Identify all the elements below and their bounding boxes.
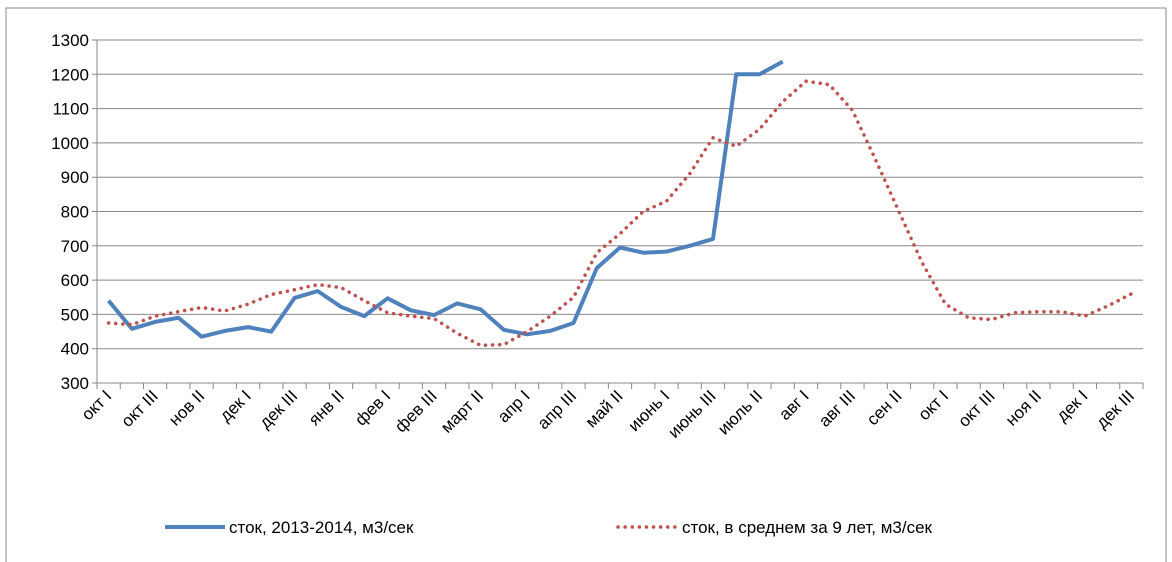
x-tick-label: май II xyxy=(582,386,627,431)
x-tick-label: янв II xyxy=(305,386,348,429)
y-tick-label: 500 xyxy=(61,305,89,324)
x-tick-label: авг I xyxy=(775,386,813,424)
x-tick-label: дек I xyxy=(216,386,255,425)
x-tick-label: фев I xyxy=(351,386,394,429)
x-tick-label: окт I xyxy=(915,386,953,424)
x-tick-label: июль II xyxy=(714,386,766,438)
legend-label: сток, 2013-2014, м3/сек xyxy=(229,518,414,537)
x-tick-label: апр I xyxy=(494,386,534,426)
x-tick-label: ноя II xyxy=(1002,386,1045,429)
y-tick-label: 1300 xyxy=(51,31,89,50)
x-tick-label: июнь III xyxy=(664,386,719,441)
y-tick-label: 600 xyxy=(61,271,89,290)
y-tick-label: 1100 xyxy=(52,100,89,119)
series-line xyxy=(106,79,1134,348)
x-tick-label: нов II xyxy=(165,386,208,429)
x-tick-label: дек III xyxy=(256,386,302,432)
x-tick-label: сен II xyxy=(863,386,906,429)
y-tick-label: 900 xyxy=(61,168,89,187)
x-tick-label: дек III xyxy=(1092,386,1138,432)
y-tick-label: 1000 xyxy=(51,134,89,153)
y-tick-label: 1200 xyxy=(51,65,89,84)
y-tick-label: 700 xyxy=(61,237,89,256)
x-tick-label: март II xyxy=(437,386,487,436)
x-tick-label: апр III xyxy=(534,386,581,433)
y-tick-label: 300 xyxy=(61,374,89,393)
series-line xyxy=(107,59,784,339)
x-tick-label: окт III xyxy=(954,386,998,430)
chart-frame xyxy=(5,7,1167,562)
x-tick-label: фев III xyxy=(391,386,441,436)
y-tick-label: 800 xyxy=(61,203,89,222)
x-tick-label: дек I xyxy=(1053,386,1092,425)
x-tick-label: окт III xyxy=(118,386,162,430)
legend-label: сток, в среднем за 9 лет, м3/сек xyxy=(682,518,933,537)
x-tick-label: авг III xyxy=(815,386,859,430)
y-tick-label: 400 xyxy=(61,340,89,359)
